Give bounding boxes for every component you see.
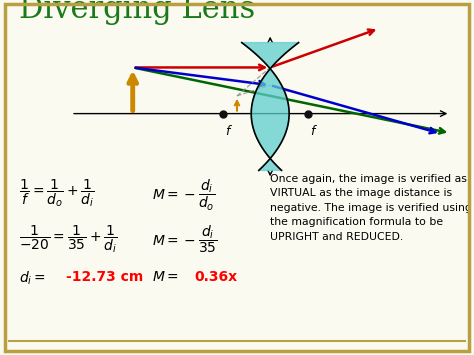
Text: f: f xyxy=(225,125,230,138)
Text: $\dfrac{1}{f} = \dfrac{1}{d_o} + \dfrac{1}{d_i}$: $\dfrac{1}{f} = \dfrac{1}{d_o} + \dfrac{… xyxy=(19,178,94,209)
Text: Once again, the image is verified as
VIRTUAL as the image distance is
negative. : Once again, the image is verified as VIR… xyxy=(270,174,472,241)
Text: $d_i =$: $d_i =$ xyxy=(19,270,46,287)
Polygon shape xyxy=(242,43,299,170)
Text: Diverging Lens: Diverging Lens xyxy=(19,0,255,25)
Text: -12.73 cm: -12.73 cm xyxy=(66,270,144,284)
Text: f: f xyxy=(310,125,315,138)
Text: 0.36x: 0.36x xyxy=(194,270,237,284)
Text: $M = -\dfrac{d_i}{35}$: $M = -\dfrac{d_i}{35}$ xyxy=(152,224,218,255)
Text: $\dfrac{1}{-20} = \dfrac{1}{35} + \dfrac{1}{d_i}$: $\dfrac{1}{-20} = \dfrac{1}{35} + \dfrac… xyxy=(19,224,118,255)
Text: $M =$: $M =$ xyxy=(152,270,179,284)
Text: $M = -\dfrac{d_i}{d_o}$: $M = -\dfrac{d_i}{d_o}$ xyxy=(152,178,215,213)
